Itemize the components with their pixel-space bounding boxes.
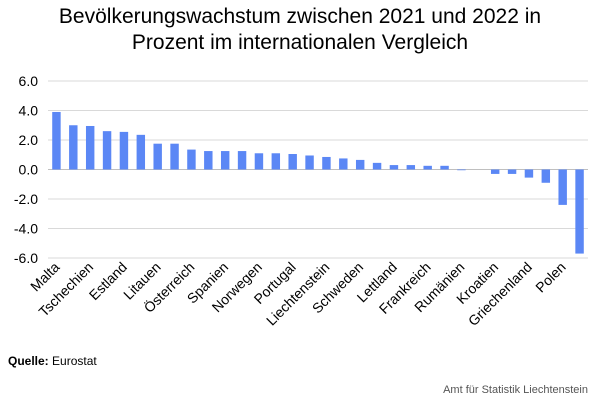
bar: [305, 155, 314, 170]
chart-title: Bevölkerungswachstum zwischen 2021 und 2…: [0, 4, 600, 56]
y-tick-label: -6.0: [14, 250, 38, 266]
bar: [136, 134, 146, 170]
source-note: Quelle: Eurostat: [8, 354, 97, 368]
bar: [423, 165, 432, 170]
y-tick-label: -4.0: [14, 221, 38, 237]
source-value: Eurostat: [52, 354, 97, 368]
bar: [406, 165, 416, 170]
bar: [575, 169, 584, 254]
bar: [271, 153, 281, 170]
bar: [507, 169, 517, 174]
bar-chart: 6.04.02.00.0-2.0-4.0-6.0MaltaTschechienE…: [14, 73, 588, 329]
bar: [389, 165, 399, 170]
credit-note: Amt für Statistik Liechtenstein: [443, 384, 588, 396]
bar: [541, 169, 551, 183]
x-tick-label: Polen: [532, 259, 569, 296]
bar: [254, 153, 264, 170]
bar: [457, 169, 466, 171]
y-tick-label: 4.0: [19, 103, 39, 119]
bar: [153, 143, 162, 170]
x-tick-label: Estland: [86, 259, 130, 303]
bar: [372, 162, 382, 170]
bar: [52, 111, 61, 170]
chart-title-line-2: Prozent im internationalen Vergleich: [131, 31, 469, 54]
bar: [187, 149, 196, 170]
bar: [119, 131, 129, 170]
y-tick-label: 6.0: [19, 73, 39, 89]
y-tick-label: 2.0: [19, 132, 39, 148]
source-label: Quelle:: [8, 354, 49, 368]
chart-title-line-1: Bevölkerungswachstum zwischen 2021 und 2…: [58, 5, 542, 28]
bar: [440, 165, 449, 170]
y-tick-label: 0.0: [19, 162, 39, 178]
bar: [288, 154, 297, 170]
bar: [558, 169, 567, 205]
bar: [220, 151, 230, 170]
bar: [69, 125, 78, 170]
bar: [524, 169, 534, 178]
bar: [237, 151, 247, 170]
bar: [85, 125, 95, 170]
bar: [322, 156, 331, 170]
bar: [355, 159, 365, 170]
bar: [102, 131, 112, 170]
bar: [204, 151, 213, 170]
bar: [339, 158, 348, 170]
y-tick-label: -2.0: [14, 191, 38, 207]
bar: [490, 169, 500, 174]
bar: [170, 143, 179, 170]
